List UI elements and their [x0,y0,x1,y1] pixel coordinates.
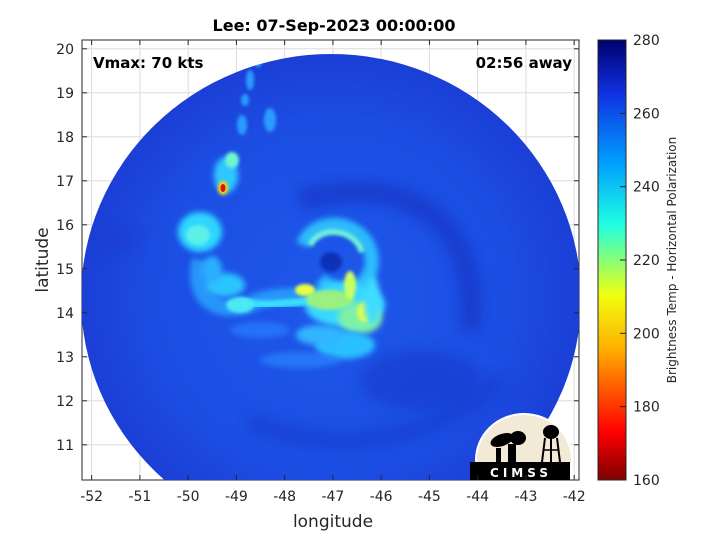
vmax-label: Vmax: 70 kts [93,54,203,72]
logo-text: CIMSS [490,466,552,480]
cimss-logo: CIMSS [470,413,573,480]
x-tick-label: -45 [418,489,441,505]
y-tick-label: 11 [56,438,74,454]
x-tick-label: -52 [80,489,103,505]
microwave-swath [82,54,579,480]
time-away-label: 02:56 away [476,54,573,72]
y-tick-label: 14 [56,306,74,322]
y-tick-label: 19 [56,86,74,102]
x-tick-label: -46 [370,489,393,505]
x-axis: -52 -51 -50 -49 -48 -47 -46 -45 -44 -43 -42 [80,40,586,505]
colorbar-ticks: 160 180 200 220 240 260 280 [620,33,660,489]
x-tick-label: -42 [563,489,586,505]
x-tick-label: -48 [273,489,296,505]
y-tick-label: 15 [56,262,74,278]
y-tick-label: 20 [56,42,74,58]
colorbar-tick-label: 240 [633,180,660,196]
x-axis-label: longitude [293,512,373,532]
y-axis: 11 12 13 14 15 16 17 18 19 20 [56,42,579,454]
colorbar-label: Brightness Temp - Horizontal Polarizatio… [665,137,679,384]
y-tick-label: 18 [56,130,74,146]
x-tick-label: -49 [225,489,248,505]
x-tick-label: -47 [321,489,344,505]
colorbar: 160 180 200 220 240 260 280 Brightness Temp - … [597,33,679,489]
x-tick-label: -44 [466,489,489,505]
chart-title: Lee: 07-Sep-2023 00:00:00 [213,16,456,35]
y-tick-label: 16 [56,218,74,234]
colorbar-tick-label: 260 [633,106,660,122]
x-tick-label: -43 [514,489,537,505]
colorbar-tick-label: 280 [633,33,660,49]
y-tick-label: 17 [56,174,74,190]
x-tick-label: -51 [128,489,151,505]
colorbar-tick-label: 200 [633,326,660,342]
y-tick-label: 13 [56,350,74,366]
colorbar-tick-label: 160 [633,473,660,489]
colorbar-tick-label: 220 [633,253,660,269]
y-tick-label: 12 [56,394,74,410]
x-tick-label: -50 [177,489,200,505]
colorbar-tick-label: 180 [633,400,660,416]
y-axis-label: latitude [33,227,53,292]
